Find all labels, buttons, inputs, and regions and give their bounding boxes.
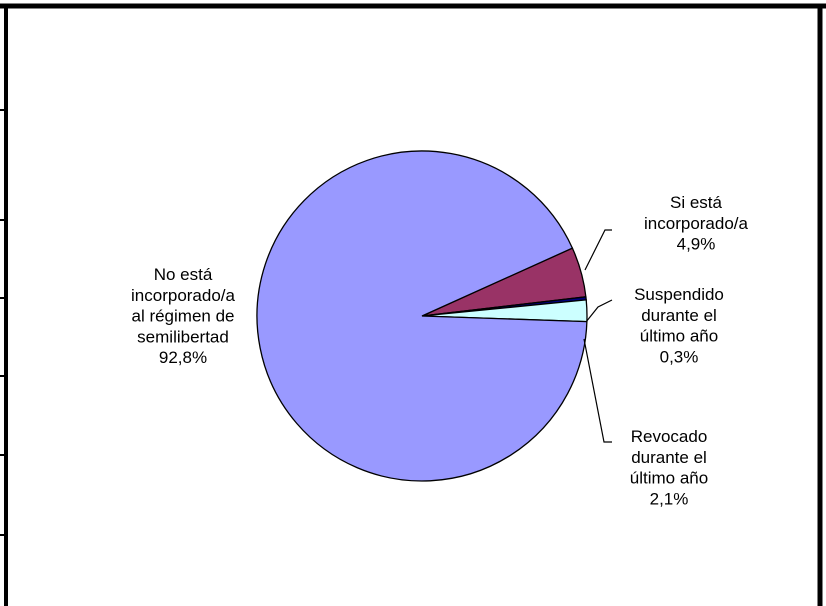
slice-label-line: 2,1% — [650, 489, 689, 508]
slice-label-line: incorporado/a — [131, 286, 236, 305]
slice-label-line: durante el — [641, 306, 717, 325]
leader-line-2 — [583, 338, 612, 443]
slice-labels: Si está incorporado/a 4,9% Suspendido durant… — [131, 193, 749, 508]
slice-label-1: Suspendido durante el último año 0,3% — [634, 285, 724, 366]
leader-line-0 — [584, 229, 612, 271]
leader-lines — [583, 229, 613, 443]
slice-label-line: 92,8% — [159, 348, 207, 367]
slice-label-line: Suspendido — [634, 285, 724, 304]
slice-label-3: No está incorporado/a al régimen de semilib… — [131, 265, 236, 367]
pie-slices — [256, 150, 588, 482]
slice-label-line: 0,3% — [660, 347, 699, 366]
slice-label-2: Revocado durante el último año 2,1% — [630, 427, 708, 508]
slice-label-line: semilibertad — [137, 327, 229, 346]
slice-label-line: Si está — [670, 193, 723, 212]
left-edge-ticks — [0, 109, 6, 536]
slice-label-line: No está — [154, 265, 213, 284]
slice-label-line: último año — [630, 469, 708, 488]
slice-label-line: Revocado — [631, 427, 708, 446]
slice-label-line: al régimen de — [131, 307, 234, 326]
slice-label-line: último año — [640, 327, 718, 346]
slice-label-line: incorporado/a — [644, 214, 749, 233]
pie-slice-3 — [256, 150, 588, 482]
slice-label-0: Si está incorporado/a 4,9% — [644, 193, 749, 254]
slice-label-line: 4,9% — [677, 235, 716, 254]
leader-line-1 — [585, 299, 613, 323]
slice-label-line: durante el — [631, 448, 707, 467]
